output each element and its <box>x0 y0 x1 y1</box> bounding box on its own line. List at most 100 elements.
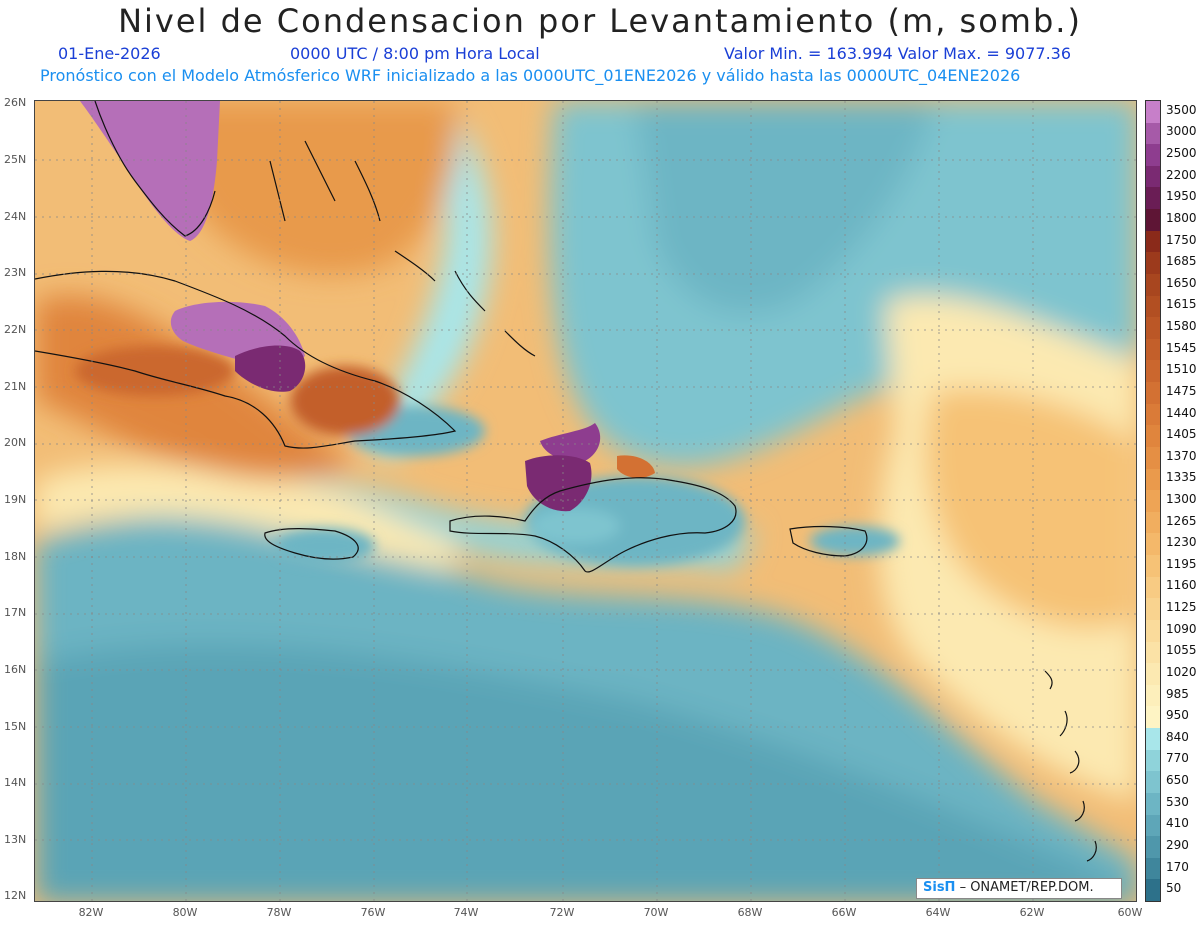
legend-swatch <box>1146 209 1160 232</box>
legend-label: 1650 <box>1166 275 1197 290</box>
legend-label: 1800 <box>1166 210 1197 225</box>
legend-label: 1685 <box>1166 254 1197 269</box>
legend-label: 1195 <box>1166 556 1197 571</box>
legend-swatch <box>1146 555 1160 578</box>
legend-label: 1125 <box>1166 600 1197 615</box>
lat-label: 18N <box>4 550 27 563</box>
legend-swatch <box>1146 144 1160 167</box>
lat-label: 12N <box>4 889 27 902</box>
legend-swatch <box>1146 295 1160 318</box>
legend-label: 1370 <box>1166 448 1197 463</box>
lon-label: 80W <box>172 906 198 919</box>
legend-swatch <box>1146 598 1160 621</box>
forecast-map <box>34 100 1137 902</box>
legend-label: 1090 <box>1166 621 1197 636</box>
lat-label: 20N <box>4 436 27 449</box>
legend-swatch <box>1146 187 1160 210</box>
legend-swatch <box>1146 446 1160 470</box>
legend-swatch <box>1146 857 1160 880</box>
lon-label: 70W <box>643 906 669 919</box>
legend-swatch <box>1146 771 1160 794</box>
time-label: 0000 UTC / 8:00 pm Hora Local <box>290 44 540 63</box>
legend-label: 2500 <box>1166 146 1197 161</box>
legend-label: 985 <box>1166 686 1189 701</box>
legend-label: 650 <box>1166 773 1189 788</box>
legend-label: 1615 <box>1166 297 1197 312</box>
credit-text: – ONAMET/REP.DOM. <box>955 880 1094 895</box>
legend-swatch <box>1146 360 1160 383</box>
legend-label: 840 <box>1166 729 1189 744</box>
lon-label: 60W <box>1117 906 1143 919</box>
lat-label: 21N <box>4 380 27 393</box>
legend-label: 1510 <box>1166 362 1197 377</box>
lat-label: 13N <box>4 833 27 846</box>
lat-label: 24N <box>4 210 27 223</box>
legend-label: 1475 <box>1166 383 1197 398</box>
credit-brand: SisΠ <box>923 880 956 895</box>
legend-label: 950 <box>1166 708 1189 723</box>
legend-swatch <box>1146 382 1160 405</box>
legend-swatch <box>1146 468 1160 491</box>
lon-label: 66W <box>831 906 857 919</box>
lat-label: 26N <box>4 96 27 109</box>
lon-label: 78W <box>266 906 292 919</box>
legend-swatch <box>1146 879 1160 902</box>
legend-swatch <box>1146 663 1160 686</box>
lon-label: 76W <box>360 906 386 919</box>
legend-swatch <box>1146 273 1160 297</box>
legend-swatch <box>1146 706 1160 729</box>
legend-label: 1265 <box>1166 513 1197 528</box>
map-title: Nivel de Condensacion por Levantamiento … <box>118 2 1082 40</box>
minmax-label: Valor Min. = 163.994 Valor Max. = 9077.3… <box>724 44 1072 63</box>
credit-box: SisΠ – ONAMET/REP.DOM. <box>916 878 1122 899</box>
legend-swatch <box>1146 338 1160 361</box>
lon-label: 82W <box>78 906 104 919</box>
legend-label: 3500 <box>1166 102 1197 117</box>
lon-label: 64W <box>925 906 951 919</box>
legend-swatch <box>1146 490 1160 513</box>
legend-label: 1300 <box>1166 492 1197 506</box>
legend-swatch <box>1146 533 1160 556</box>
legend-label: 1230 <box>1166 535 1197 550</box>
legend-label: 1750 <box>1166 232 1197 247</box>
lon-label: 74W <box>453 906 479 919</box>
legend-swatch <box>1146 814 1160 837</box>
legend-swatch <box>1146 619 1160 643</box>
date-label: 01-Ene-2026 <box>58 44 161 63</box>
legend-label: 410 <box>1166 816 1189 831</box>
legend-label: 50 <box>1166 881 1182 896</box>
legend-swatch <box>1146 317 1160 340</box>
legend-swatch <box>1146 230 1160 253</box>
legend-label: 3000 <box>1166 124 1197 139</box>
lat-label: 17N <box>4 606 27 619</box>
legend-swatch <box>1146 836 1160 859</box>
legend-label: 2200 <box>1166 167 1197 182</box>
legend-label: 1160 <box>1166 578 1197 593</box>
legend-label: 1405 <box>1166 427 1197 442</box>
legend-swatch <box>1146 728 1160 751</box>
legend-label: 770 <box>1166 751 1189 766</box>
legend-label: 1950 <box>1166 189 1197 204</box>
legend-label: 530 <box>1166 794 1189 809</box>
lat-label: 14N <box>4 776 27 789</box>
lat-label: 15N <box>4 720 27 733</box>
legend-swatch <box>1146 425 1160 448</box>
legend-swatch <box>1146 101 1160 124</box>
legend-swatch <box>1146 511 1160 534</box>
lat-label: 25N <box>4 153 27 166</box>
lon-label: 62W <box>1019 906 1045 919</box>
lat-label: 19N <box>4 493 27 506</box>
legend-label: 170 <box>1166 859 1189 874</box>
map-field-svg <box>35 101 1136 901</box>
legend-label: 290 <box>1166 837 1189 852</box>
lat-label: 16N <box>4 663 27 676</box>
legend-label: 1335 <box>1166 470 1197 485</box>
legend-swatch <box>1146 165 1160 188</box>
legend-swatch <box>1146 684 1160 707</box>
legend-swatch <box>1146 122 1160 145</box>
legend-swatch <box>1146 252 1160 275</box>
legend-label: 1020 <box>1166 664 1197 679</box>
legend-label: 1545 <box>1166 340 1197 355</box>
legend-swatch <box>1146 403 1160 426</box>
lon-label: 72W <box>549 906 575 919</box>
